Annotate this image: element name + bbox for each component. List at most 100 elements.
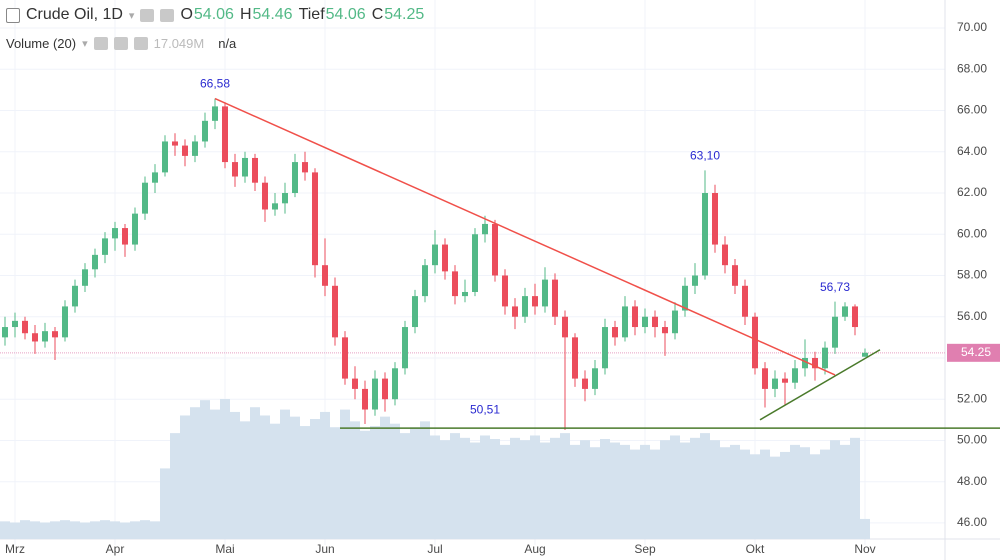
candle-body [602,327,608,369]
volume-bar [590,447,600,539]
candle-body [622,306,628,338]
candle-body [642,316,648,328]
volume-bar [420,421,430,539]
candle-body [432,244,438,266]
volume-bar [30,521,40,539]
volume-bar [430,435,440,539]
low-value: 54.06 [325,6,366,23]
volume-bar [200,400,210,539]
candle-body [302,162,308,173]
y-tick-label: 56.00 [957,309,987,323]
candle-body [452,271,458,297]
candle-body [822,347,828,369]
candle-body [132,213,138,245]
volume-bar [780,451,790,539]
volume-bar [120,522,130,539]
candle-body [352,378,358,389]
candle-body [82,269,88,286]
candle-body [552,279,558,317]
volume-bar [250,407,260,539]
candle-body [442,244,448,272]
volume-bar [790,444,800,539]
candle-body [342,337,348,379]
candle-body [122,228,128,245]
collapse-icon[interactable] [6,7,20,23]
volume-bar [350,421,360,539]
volume-bar [50,521,60,539]
dropdown-arrow[interactable]: ▾ [82,38,88,50]
candle-body [852,306,858,328]
candle-body [462,291,468,297]
candle-body [102,238,108,255]
candle-body [412,296,418,328]
candle-body [392,368,398,400]
y-tick-label: 70.00 [957,20,987,34]
candle-body [742,285,748,317]
candle-body [162,141,168,173]
volume-bar [820,449,830,539]
volume-bar [190,407,200,539]
candle-body [142,182,148,214]
candle-body [662,327,668,334]
x-tick-label: Apr [106,542,125,556]
close-icon[interactable] [133,37,148,50]
low-label: Tief [298,6,325,23]
candle-body [712,193,718,245]
volume-bar [260,415,270,539]
volume-bar [720,447,730,539]
candle-body [692,275,698,286]
candle-body [272,203,278,210]
candle-body [862,352,868,357]
y-tick-label: 50.00 [957,433,987,447]
volume-bar [110,521,120,539]
price-tag-label: 54.25 [961,345,991,359]
candle-body [372,378,378,410]
candle-body [492,223,498,276]
candle-body [152,172,158,183]
candle-body [592,368,598,389]
volume-bar [310,419,320,539]
x-tick-label: Mai [215,542,234,556]
volume-bar [750,454,760,539]
candle-body [22,320,28,334]
dropdown-arrow[interactable]: ▾ [128,9,135,22]
peak-label: 66,58 [200,77,230,91]
volume-bar [520,440,530,539]
candle-body [402,327,408,369]
candle-body [772,378,778,389]
symbol-title: Crude Oil, 1D [26,6,123,23]
volume-bar [150,521,160,539]
candle-body [292,162,298,194]
volume-bar [460,437,470,539]
eye-icon[interactable] [140,8,155,22]
eye-icon[interactable] [93,37,108,50]
candle-body [722,244,728,266]
candle-body [192,141,198,156]
candle-body [682,285,688,311]
x-tick-label: Okt [746,542,765,556]
volume-bar [630,449,640,539]
candle-body [702,193,708,276]
candle-body [212,106,218,121]
candle-body [172,141,178,146]
settings-icon[interactable] [160,8,175,22]
candle-body [72,285,78,307]
settings-icon[interactable] [113,37,128,50]
candle-body [812,357,818,369]
x-tick-label: Jul [427,542,442,556]
line-label: 50,51 [470,402,500,416]
candle-body [582,378,588,389]
candle-body [532,296,538,307]
candle-body [12,320,18,328]
candle-body [832,316,838,348]
volume-bar [80,522,90,539]
volume-bar [60,520,70,539]
candle-body [202,120,208,142]
candle-body [92,254,98,270]
volume-bar [0,521,10,539]
volume-bar [770,456,780,539]
volume-bar [840,444,850,539]
candle-body [32,333,38,342]
peak-label: 63,10 [690,148,720,162]
volume-bar [330,427,340,539]
